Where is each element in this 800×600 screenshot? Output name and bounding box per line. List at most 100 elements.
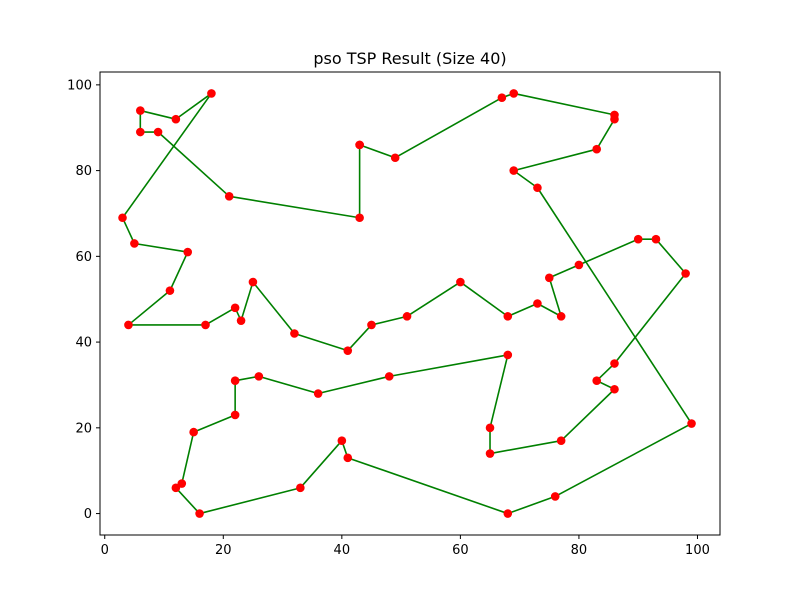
city-point	[189, 427, 198, 437]
city-point	[485, 423, 495, 433]
route-segment	[229, 195, 360, 219]
route-segment	[193, 414, 236, 433]
route-segment	[655, 238, 687, 275]
city-point	[130, 239, 139, 248]
city-point	[230, 410, 240, 420]
city-point	[290, 329, 299, 338]
marker-layer	[118, 89, 696, 518]
route-segment	[596, 118, 616, 150]
y-axis: 0 20 40 60 80 100	[67, 78, 100, 522]
city-point	[171, 114, 181, 124]
city-point	[136, 106, 145, 115]
city-point	[509, 89, 519, 98]
route-segment	[513, 169, 538, 189]
city-point	[343, 453, 353, 463]
route-segment	[294, 332, 349, 352]
city-point	[230, 303, 240, 313]
route-segment	[240, 281, 254, 321]
route-segment	[560, 388, 616, 442]
city-point	[509, 166, 519, 175]
city-point	[503, 350, 513, 360]
city-point	[254, 372, 264, 381]
x-tick-label: 40	[334, 543, 351, 558]
route-segment	[347, 457, 509, 515]
city-point	[633, 234, 643, 244]
route-segment	[406, 281, 461, 318]
city-point	[456, 277, 465, 287]
city-point	[313, 389, 323, 398]
plot-frame	[99, 71, 721, 536]
city-point	[533, 183, 542, 193]
city-point	[592, 144, 602, 154]
route-segment	[389, 354, 508, 378]
city-point	[390, 153, 400, 163]
city-point	[207, 89, 216, 98]
city-point	[230, 376, 240, 385]
city-point	[503, 509, 513, 518]
city-point	[556, 436, 566, 445]
city-point	[544, 273, 554, 283]
route-segment	[169, 251, 189, 291]
route-segment	[127, 290, 171, 326]
city-point	[687, 419, 696, 428]
route-segment	[258, 375, 319, 395]
route-segment	[359, 144, 396, 159]
chart-title: pso TSP Result (Size 40)	[313, 49, 506, 68]
city-point	[610, 110, 619, 120]
route-segment	[252, 281, 296, 335]
route-segment	[317, 375, 390, 395]
route-segment	[199, 487, 301, 515]
city-point	[136, 127, 145, 137]
city-point	[124, 320, 133, 330]
city-point	[533, 299, 542, 308]
city-point	[610, 359, 619, 368]
route-segment	[121, 217, 136, 244]
city-point	[171, 483, 181, 493]
x-tick-label: 100	[685, 543, 710, 558]
route-layer	[121, 92, 693, 515]
city-point	[337, 436, 347, 445]
y-tick-label: 40	[75, 336, 92, 351]
city-point	[556, 312, 566, 321]
city-point	[177, 479, 187, 488]
city-point	[550, 492, 560, 501]
y-tick-label: 100	[67, 78, 92, 93]
route-segment	[394, 97, 503, 159]
city-point	[402, 312, 412, 321]
city-point	[651, 234, 661, 244]
route-segment	[513, 148, 597, 172]
city-point	[165, 286, 175, 295]
route-segment	[578, 238, 639, 266]
x-tick-label: 20	[215, 543, 232, 558]
route-segment	[134, 242, 188, 253]
city-point	[153, 127, 163, 137]
y-tick-label: 80	[75, 164, 92, 179]
x-tick-label: 80	[571, 543, 588, 558]
route-segment	[537, 302, 562, 318]
route-segment	[554, 422, 692, 498]
city-point	[610, 384, 619, 394]
route-segment	[371, 315, 408, 326]
city-point	[183, 247, 193, 257]
route-segment	[121, 92, 213, 219]
city-point	[224, 192, 234, 201]
city-point	[236, 316, 246, 325]
city-point	[248, 277, 258, 287]
x-tick-label: 60	[452, 543, 469, 558]
route-segment	[175, 92, 212, 120]
route-segment	[536, 187, 693, 424]
city-point	[497, 93, 507, 103]
y-tick-label: 0	[84, 507, 92, 522]
route-segment	[299, 440, 343, 489]
y-tick-label: 20	[75, 421, 92, 436]
route-segment	[613, 272, 687, 365]
route-segment	[513, 92, 615, 116]
route-segment	[459, 281, 509, 318]
city-point	[503, 312, 513, 321]
route-segment	[489, 354, 509, 429]
route-segment	[507, 495, 556, 515]
city-point	[384, 372, 394, 381]
route-segment	[548, 264, 580, 279]
